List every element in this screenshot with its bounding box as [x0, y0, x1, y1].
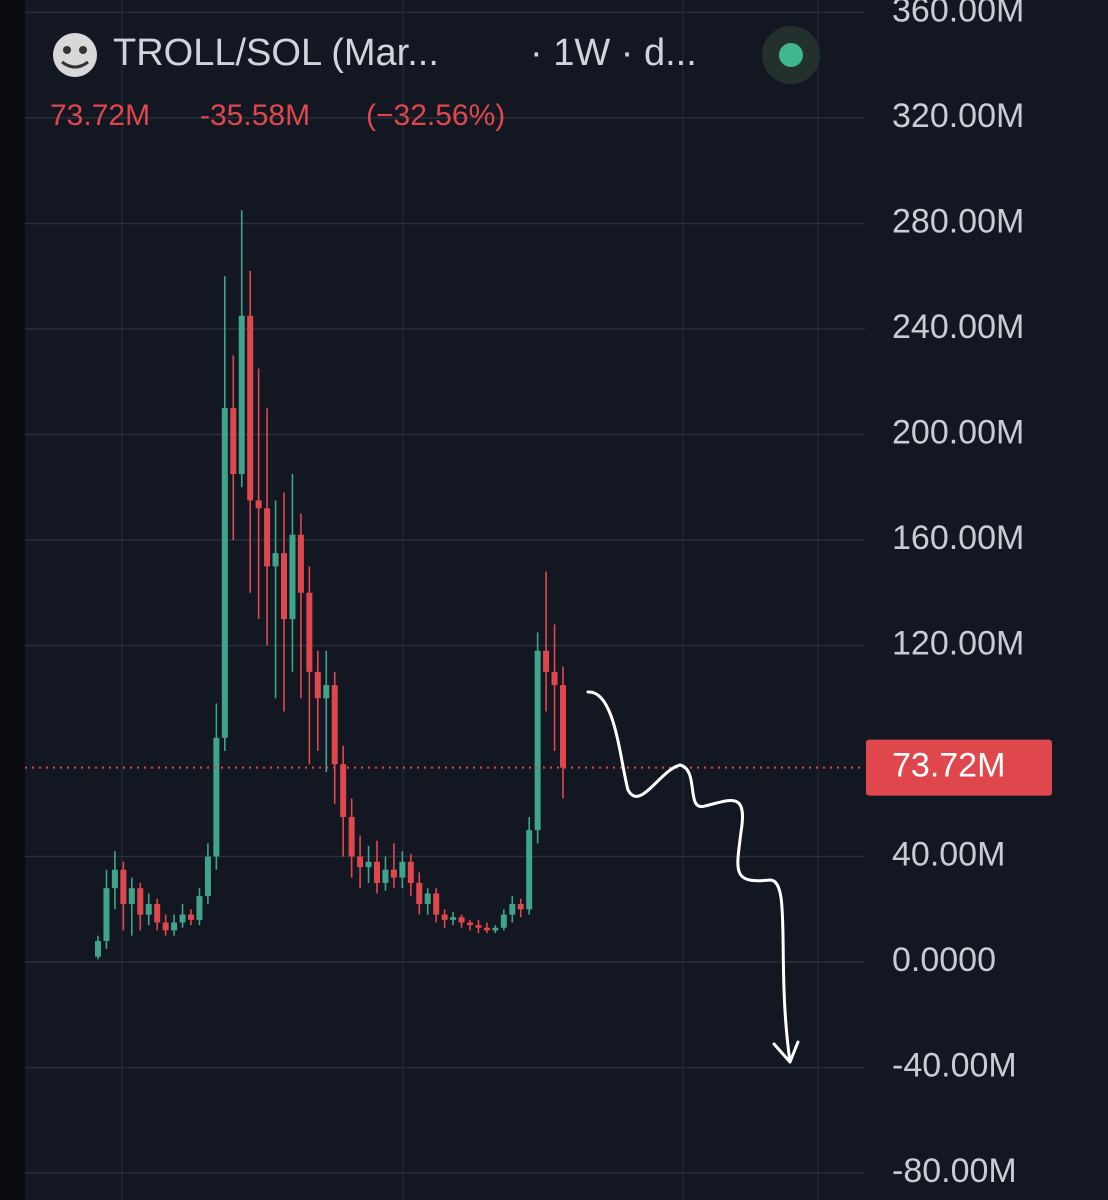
candle-body: [306, 592, 313, 672]
candle-body: [238, 315, 245, 475]
y-tick-label: -80.00M: [892, 1152, 1017, 1190]
candle-body: [230, 408, 237, 475]
logo-mouth: [61, 60, 89, 69]
status-dot: [779, 43, 803, 67]
header: TROLL/SOL (Mar... · 1W · d... 73.72M -35…: [50, 26, 820, 132]
candle-body: [111, 869, 118, 889]
y-tick-label: 320.00M: [892, 97, 1024, 135]
candle-body: [289, 534, 296, 620]
y-tick-label: 0.0000: [892, 941, 996, 979]
candle-body: [458, 917, 465, 923]
candle-body: [179, 914, 186, 923]
candle-body: [281, 553, 287, 620]
candle-body: [162, 922, 169, 931]
interval: · 1W · d...: [530, 32, 697, 74]
candle-body: [221, 408, 228, 738]
candle-body: [128, 888, 135, 905]
y-tick-label: 280.00M: [892, 202, 1024, 240]
candle-body: [331, 685, 338, 765]
candle-body: [340, 764, 347, 817]
candle-body: [357, 856, 364, 868]
last-price-label: 73.72M: [892, 747, 1005, 785]
candle-body: [509, 904, 516, 915]
change: -35.58M: [200, 99, 310, 132]
candle-body: [483, 927, 490, 931]
candle-body: [475, 925, 482, 928]
candle-body: [255, 500, 262, 509]
price: 73.72M: [50, 99, 150, 132]
vertical-grid: [121, 0, 819, 1200]
y-tick-label: 360.00M: [892, 0, 1024, 29]
candle-body: [171, 922, 178, 931]
candle-body: [433, 893, 440, 915]
grid: [25, 11, 865, 1174]
candle-body: [416, 882, 423, 905]
candle-body: [323, 685, 330, 699]
candle-body: [365, 861, 372, 868]
candle-body: [399, 861, 406, 878]
candle-body: [95, 940, 101, 957]
y-tick-label: -40.00M: [892, 1047, 1017, 1085]
y-tick-label: 120.00M: [892, 624, 1024, 662]
logo-eye: [79, 46, 87, 54]
candle-body: [204, 856, 211, 897]
candle-body: [543, 650, 550, 672]
candle-body: [382, 869, 389, 883]
candle-body: [247, 315, 254, 501]
drawn-arrow: [586, 690, 792, 1064]
candle-body: [348, 816, 355, 857]
candles: [95, 210, 566, 960]
y-tick-label: 240.00M: [892, 308, 1024, 346]
symbol-title: TROLL/SOL (Mar...: [113, 32, 439, 74]
arrow-head: [772, 1040, 800, 1064]
candle-body: [390, 869, 397, 878]
y-tick-label: 160.00M: [892, 519, 1024, 557]
left-edge: [0, 0, 25, 1200]
change-percent: (−32.56%): [366, 99, 505, 132]
candle-body: [424, 893, 431, 905]
candle-body: [450, 917, 457, 920]
candle-body: [560, 685, 566, 768]
candle-body: [492, 927, 499, 931]
candle-body: [517, 904, 524, 910]
last-price-tag: [866, 739, 1052, 796]
candle-body: [374, 861, 380, 883]
candle-body: [297, 534, 304, 593]
y-tick-label: 200.00M: [892, 413, 1024, 451]
candle-body: [188, 914, 194, 920]
y-tick-label: 40.00M: [892, 836, 1005, 874]
candle-body: [441, 914, 448, 920]
logo: [53, 33, 97, 77]
candle-body: [145, 904, 152, 915]
y-axis: 360.00M 320.00M 280.00M 240.00M 200.00M 160.0…: [25, 0, 1052, 1190]
candle-body: [407, 861, 414, 883]
candle-body: [551, 671, 558, 686]
candle-body: [272, 553, 279, 567]
candle-body: [137, 888, 144, 915]
candle-body: [467, 922, 473, 926]
candle-body: [534, 650, 541, 831]
candle-body: [154, 904, 161, 923]
candle-body: [196, 896, 203, 920]
candle-body: [526, 830, 533, 910]
candle-body: [314, 671, 321, 699]
logo-eye: [63, 46, 71, 54]
candle-body: [120, 869, 127, 905]
candle-body: [500, 914, 507, 928]
candle-body: [264, 508, 271, 567]
candle-body: [213, 737, 220, 857]
candle-body: [103, 888, 110, 941]
